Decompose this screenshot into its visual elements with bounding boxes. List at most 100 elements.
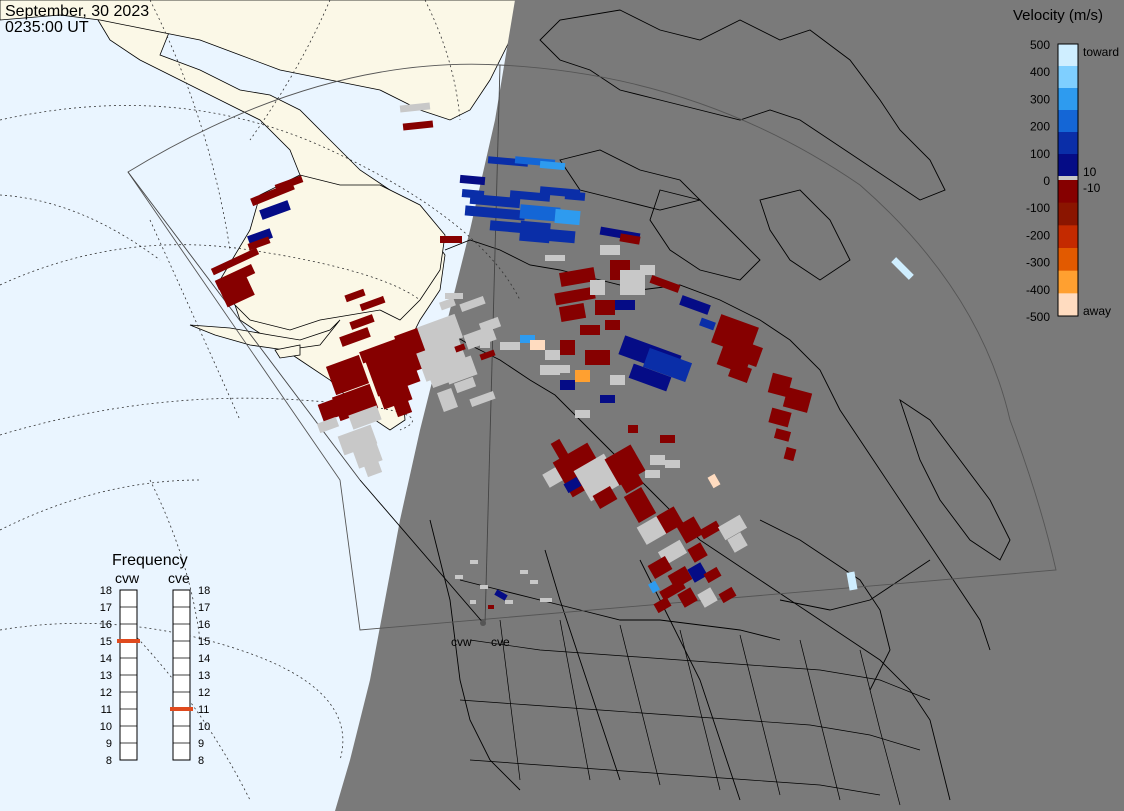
- velocity-cell: [768, 407, 792, 428]
- velocity-cell: [677, 587, 698, 608]
- velocity-cell: [530, 340, 545, 350]
- velocity-cell: [463, 325, 497, 350]
- velocity-cell: [214, 264, 256, 290]
- colorbar-tick-label: -200: [1026, 228, 1050, 242]
- velocity-cell: [728, 362, 752, 383]
- velocity-cell: [640, 265, 655, 275]
- colorbar-swatches: [1057, 43, 1079, 317]
- velocity-cell: [742, 343, 763, 367]
- velocity-cell: [540, 365, 560, 375]
- velocity-cell: [676, 516, 704, 544]
- velocity-cell: [520, 570, 528, 574]
- velocity-cell: [767, 372, 793, 398]
- colorbar-inner-label-10: 10: [1083, 165, 1097, 179]
- velocity-cell: [782, 387, 813, 413]
- frequency-scale-label-left: 13: [100, 670, 112, 682]
- velocity-cell: [560, 380, 575, 390]
- velocity-colorbar: Velocity (m/s) 500 400 300 200 100 0 -100 -200 -…: [1013, 7, 1119, 324]
- frequency-scale-label-right: 17: [198, 602, 210, 614]
- velocity-cell: [316, 416, 340, 434]
- frequency-scale-label-left: 10: [100, 721, 112, 733]
- velocity-cell: [453, 376, 477, 394]
- velocity-cell: [649, 275, 681, 293]
- frequency-scale-label-left: 17: [100, 602, 112, 614]
- site-label-cvw: cvw: [451, 635, 472, 649]
- colorbar-ticks: 500 400 300 200 100 0 -100 -200 -300 -400 -500: [1026, 38, 1050, 324]
- colorbar-swatch: [1058, 248, 1078, 272]
- velocity-cell: [519, 204, 561, 222]
- colorbar-swatch: [1058, 44, 1078, 67]
- velocity-cell: [488, 605, 494, 609]
- velocity-cell: [505, 600, 513, 604]
- velocity-cell: [846, 571, 858, 591]
- velocity-cell: [247, 236, 271, 251]
- velocity-cell: [647, 556, 673, 579]
- frequency-scale-label-left: 12: [100, 687, 112, 699]
- velocity-cell: [459, 174, 486, 186]
- velocity-cell: [564, 191, 586, 201]
- velocity-cell: [687, 542, 708, 563]
- velocity-cell: [711, 314, 759, 356]
- colorbar-swatch: [1058, 132, 1078, 155]
- velocity-cell: [545, 255, 565, 261]
- velocity-cell: [563, 476, 582, 494]
- velocity-cell: [542, 467, 563, 488]
- velocity-cell: [359, 295, 386, 312]
- velocity-cell: [590, 280, 605, 295]
- velocity-cell: [600, 395, 615, 403]
- velocity-cell: [439, 297, 456, 311]
- velocity-cell: [247, 228, 273, 246]
- velocity-cell: [610, 375, 625, 385]
- velocity-cell: [469, 390, 496, 408]
- velocity-cell: [478, 316, 502, 334]
- velocity-cell: [545, 350, 560, 360]
- velocity-cell: [665, 460, 680, 468]
- colorbar-frame: [1057, 43, 1079, 317]
- velocity-cell: [470, 560, 478, 564]
- colorbar-inner-label-minus10: -10: [1083, 181, 1101, 195]
- colorbar-tick-label: 0: [1043, 174, 1050, 188]
- velocity-cell: [402, 120, 434, 131]
- aleutian-islands: [274, 344, 301, 359]
- colorbar-tick-label: -400: [1026, 283, 1050, 297]
- frequency-scale-label-right: 16: [198, 619, 210, 631]
- velocity-cell: [623, 487, 657, 523]
- colorbar-swatch: [1058, 202, 1078, 226]
- colorbar-swatch: [1058, 293, 1078, 317]
- velocity-cell: [455, 575, 463, 579]
- velocity-cell: [667, 566, 693, 589]
- colorbar-swatch: [1058, 176, 1078, 180]
- velocity-cell: [560, 340, 575, 355]
- velocity-cell: [650, 455, 665, 465]
- colorbar-swatch: [1058, 154, 1078, 177]
- velocity-cell: [773, 428, 792, 442]
- velocity-cell: [580, 325, 600, 335]
- colorbar-swatch: [1058, 270, 1078, 294]
- coastlines-night: [429, 9, 1011, 801]
- radar-sites: cvw cve: [451, 620, 510, 649]
- velocity-cell: [554, 286, 596, 306]
- velocity-cell: [687, 562, 708, 583]
- velocity-cell: [642, 347, 693, 383]
- velocity-cell: [325, 354, 370, 396]
- frequency-scale-label-right: 13: [198, 670, 210, 682]
- velocity-cell: [648, 580, 660, 594]
- colorbar-tick-label: -500: [1026, 310, 1050, 324]
- frequency-scale-label-left: 9: [106, 738, 112, 750]
- frequency-marker-cve: [170, 707, 193, 711]
- colorbar-swatch: [1058, 110, 1078, 133]
- velocity-cell: [585, 350, 610, 365]
- velocity-cell: [494, 589, 508, 601]
- frequency-scale-label-right: 18: [198, 585, 210, 597]
- frequency-scale-label-right: 9: [198, 738, 204, 750]
- colorbar-tick-label: 300: [1030, 92, 1050, 106]
- velocity-cell: [605, 320, 620, 330]
- frequency-scale-label-left: 11: [101, 704, 112, 716]
- frequency-scale-label-right: 8: [198, 755, 204, 767]
- frequency-scales: 18 18 17 17 16 16 15 15 14 14 13 13 12 12 11 11 10 10 9 9 8 8: [100, 585, 211, 767]
- velocity-cell: [210, 247, 260, 276]
- colorbar-swatch: [1058, 180, 1078, 204]
- velocity-cell: [339, 327, 371, 347]
- velocity-cell: [628, 425, 638, 433]
- velocity-cell: [362, 457, 383, 478]
